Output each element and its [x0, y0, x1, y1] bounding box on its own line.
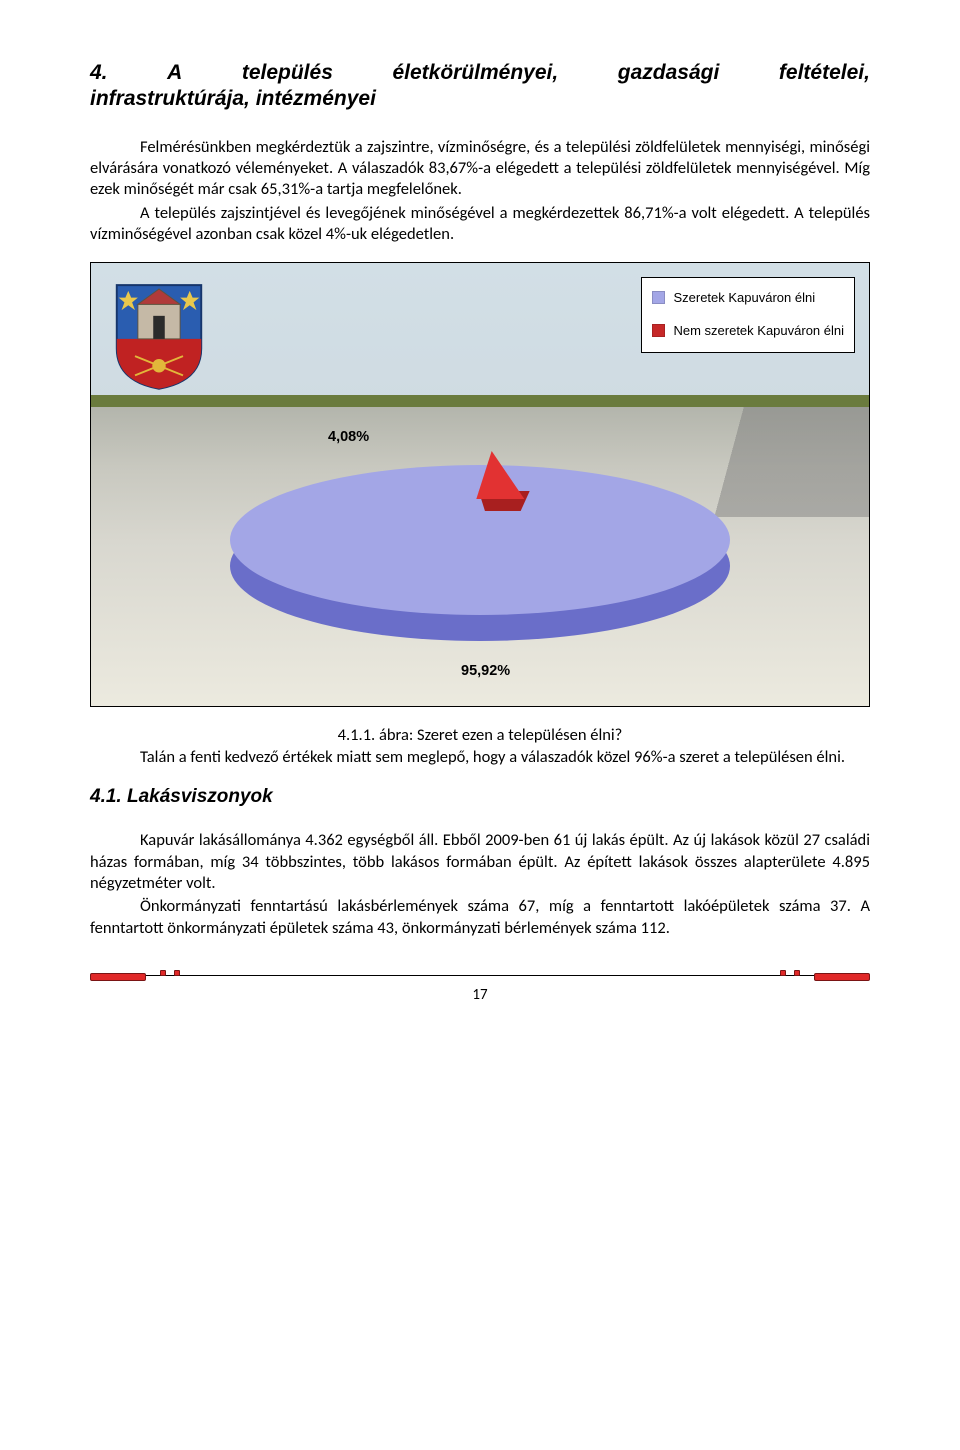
figure-caption: 4.1.1. ábra: Szeret ezen a településen é… — [90, 725, 870, 745]
footer-rule — [90, 975, 870, 976]
heading-word: A — [167, 60, 182, 86]
intro-paragraph-1: Felmérésünkben megkérdeztük a zajszintre… — [90, 137, 870, 201]
body-paragraph: Önkormányzati fenntartású lakásbérlemény… — [90, 896, 870, 939]
legend-label: Szeretek Kapuváron élni — [673, 290, 815, 305]
legend-swatch — [652, 324, 665, 337]
exploded-slice — [478, 451, 536, 513]
pie-slice-label-small: 4,08% — [328, 429, 369, 445]
post-figure-paragraph: Talán a fenti kedvező értékek miatt sem … — [90, 747, 870, 768]
chart-legend: Szeretek Kapuváron élni Nem szeretek Kap… — [641, 277, 855, 353]
legend-item: Szeretek Kapuváron élni — [652, 290, 844, 305]
heading-word: gazdasági — [618, 60, 720, 86]
pie-chart — [230, 465, 730, 655]
heading-word: életkörülményei, — [392, 60, 558, 86]
heading-line2: infrastruktúrája, intézményei — [90, 86, 870, 112]
legend-label: Nem szeretek Kapuváron élni — [673, 323, 844, 338]
legend-swatch — [652, 291, 665, 304]
body-paragraph: Kapuvár lakásállománya 4.362 egységből á… — [90, 830, 870, 894]
coat-of-arms-icon — [111, 281, 207, 391]
heading-word: 4. — [90, 60, 108, 86]
heading-word: feltételei, — [779, 60, 870, 86]
intro-paragraph-2: A település zajszintjével és levegőjének… — [90, 203, 870, 246]
page-number: 17 — [90, 986, 870, 1004]
heading-word: település — [242, 60, 333, 86]
subsection-heading: 4.1. Lakásviszonyok — [90, 786, 870, 808]
section-heading: 4. A település életkörülményei, gazdaság… — [90, 60, 870, 113]
pie-slice-label-large: 95,92% — [461, 663, 510, 679]
legend-item: Nem szeretek Kapuváron élni — [652, 323, 844, 338]
pie-chart-figure: Szeretek Kapuváron élni Nem szeretek Kap… — [90, 262, 870, 707]
